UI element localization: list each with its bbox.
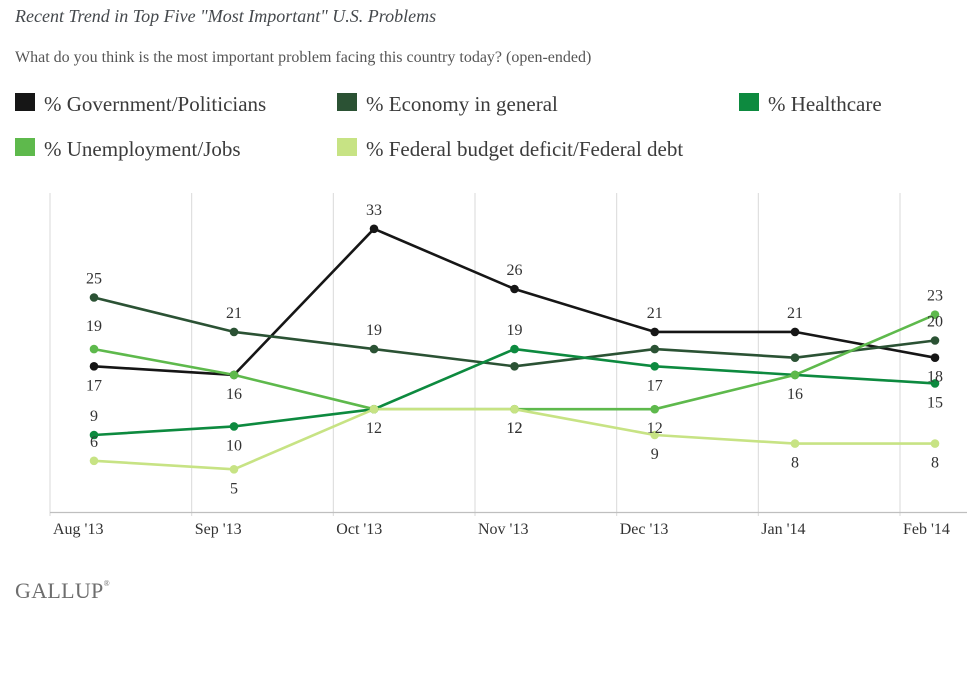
- svg-text:16: 16: [226, 386, 242, 403]
- svg-text:Nov '13: Nov '13: [478, 521, 528, 538]
- svg-text:25: 25: [86, 271, 102, 288]
- svg-text:21: 21: [647, 305, 663, 322]
- svg-text:10: 10: [226, 437, 242, 454]
- svg-text:33: 33: [366, 202, 382, 219]
- svg-text:20: 20: [927, 314, 943, 331]
- svg-text:6: 6: [90, 434, 98, 451]
- svg-text:16: 16: [787, 386, 803, 403]
- svg-text:Oct '13: Oct '13: [336, 521, 382, 538]
- svg-text:19: 19: [507, 322, 523, 339]
- svg-text:5: 5: [230, 480, 238, 497]
- svg-text:Jan '14: Jan '14: [761, 521, 805, 538]
- svg-text:Sep '13: Sep '13: [195, 521, 242, 538]
- svg-text:15: 15: [927, 394, 943, 411]
- svg-text:9: 9: [90, 408, 98, 425]
- svg-text:8: 8: [791, 455, 799, 472]
- svg-text:Aug '13: Aug '13: [53, 521, 103, 538]
- svg-text:21: 21: [226, 305, 242, 322]
- svg-text:19: 19: [366, 322, 382, 339]
- svg-text:12: 12: [647, 420, 663, 437]
- svg-text:23: 23: [927, 288, 943, 305]
- svg-text:21: 21: [787, 305, 803, 322]
- svg-text:12: 12: [366, 420, 382, 437]
- svg-text:Feb '14: Feb '14: [903, 521, 950, 538]
- svg-text:9: 9: [651, 446, 659, 463]
- svg-text:17: 17: [86, 377, 102, 394]
- svg-text:18: 18: [927, 369, 943, 386]
- svg-text:12: 12: [507, 420, 523, 437]
- svg-text:26: 26: [507, 262, 523, 279]
- svg-text:Dec '13: Dec '13: [620, 521, 669, 538]
- svg-text:19: 19: [86, 318, 102, 335]
- svg-text:8: 8: [931, 455, 939, 472]
- svg-text:17: 17: [647, 377, 663, 394]
